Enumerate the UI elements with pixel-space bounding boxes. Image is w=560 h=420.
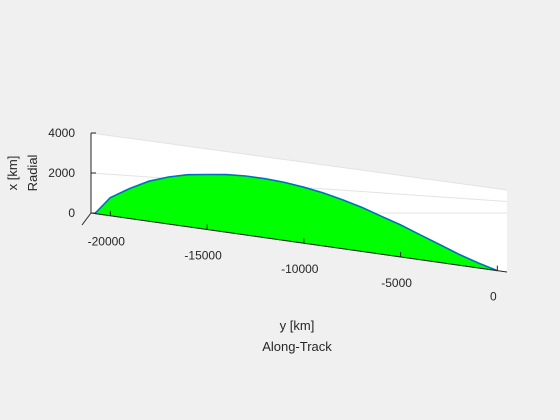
series-area-fill: [94, 174, 498, 271]
y-axis-title: x [km]: [5, 156, 20, 191]
x-tick-label: -15000: [184, 249, 222, 263]
y-tick-label: 0: [68, 206, 75, 220]
x-tick-label: -20000: [88, 235, 126, 249]
series-line: [94, 173, 498, 272]
x-tick-label: -5000: [381, 276, 412, 290]
y-tick-label: 4000: [48, 126, 75, 140]
y-tick-labels: 0 2000 4000: [48, 126, 96, 220]
x-axis-title: y [km]: [280, 318, 315, 333]
series-layer: [94, 173, 498, 272]
x-tick-label: 0: [490, 290, 497, 304]
left-floor-edge: [81, 212, 92, 226]
y-axis-subtitle: Radial: [25, 154, 40, 191]
x-tick-label: -10000: [281, 262, 319, 276]
y-tick-label: 2000: [48, 166, 75, 180]
x-axis-subtitle: Along-Track: [262, 339, 332, 354]
gridline-y: [90, 132, 508, 191]
series-baseline: [94, 213, 498, 272]
x-tick-labels: -20000 -15000 -10000 -5000 0: [88, 210, 498, 304]
